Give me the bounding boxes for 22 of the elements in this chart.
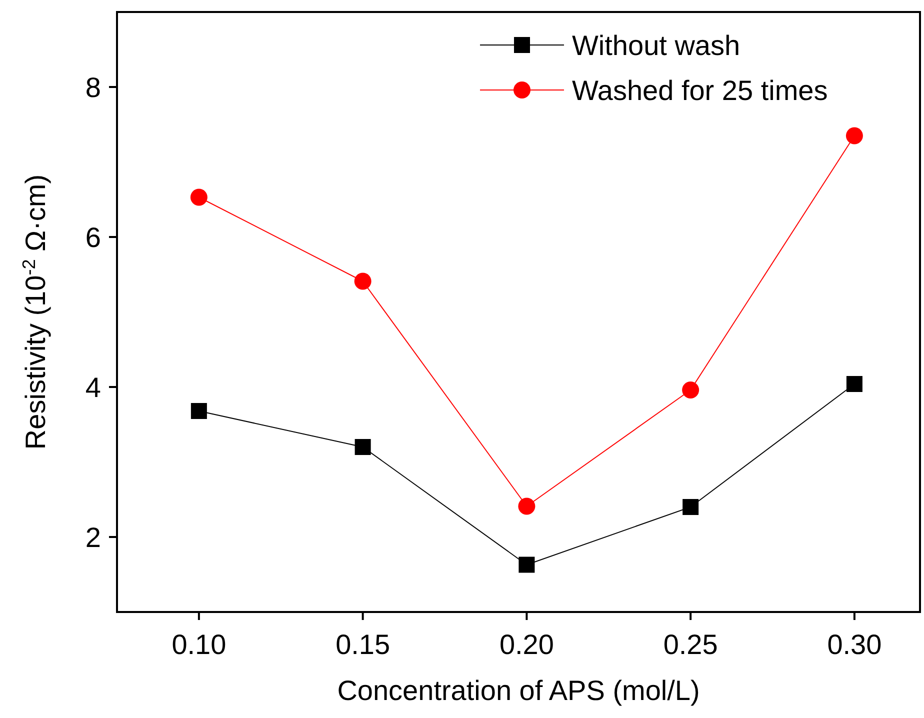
point [682, 499, 699, 515]
x-tick-label: 0.30 [827, 629, 882, 660]
legend-label: Without wash [572, 30, 740, 61]
point [354, 439, 371, 455]
x-tick-label: 0.15 [336, 629, 390, 660]
y-tick-label: 4 [85, 372, 101, 403]
point [518, 556, 535, 573]
point [190, 403, 207, 419]
x-axis-title: Concentration of APS (mol/L) [337, 675, 700, 706]
point [682, 382, 700, 398]
point [354, 272, 372, 290]
point [518, 498, 536, 515]
point [190, 188, 208, 206]
legend-label: Washed for 25 times [572, 75, 828, 106]
x-tick-label: 0.25 [663, 629, 718, 660]
y-tick-label: 8 [85, 72, 101, 103]
x-tick-label: 0.20 [499, 629, 554, 660]
y-tick-label: 6 [85, 222, 101, 253]
x-tick-label: 0.10 [172, 629, 226, 660]
point [846, 127, 863, 144]
point [846, 376, 862, 392]
y-tick-label: 2 [85, 522, 101, 553]
